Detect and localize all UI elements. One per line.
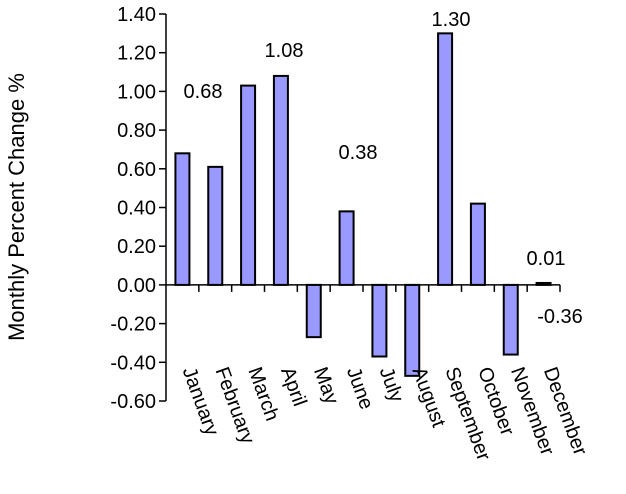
y-tick-label: -0.20 xyxy=(110,314,156,336)
x-tick-label: April xyxy=(276,364,310,409)
y-tick-label: 1.00 xyxy=(117,81,156,103)
data-label-june: 0.38 xyxy=(339,142,378,164)
data-label-december: 0.01 xyxy=(527,248,566,270)
x-tick-label: July xyxy=(375,364,408,405)
x-tick-label: June xyxy=(342,364,378,412)
y-tick-label: -0.60 xyxy=(110,391,156,413)
bar-october xyxy=(469,202,486,286)
data-label-november: -0.36 xyxy=(537,306,583,328)
y-tick-label: 0.80 xyxy=(117,120,156,142)
bars xyxy=(174,32,552,377)
data-label-january: 0.68 xyxy=(184,81,223,103)
y-axis-title: Monthly Percent Change % xyxy=(4,73,29,341)
bar-september xyxy=(437,32,454,286)
data-labels: 0.68 1.08 0.38 1.30 -0.36 0.01 xyxy=(184,9,583,328)
y-tick-label: 0.60 xyxy=(117,159,156,181)
y-tick-label: 1.40 xyxy=(117,4,156,26)
bar-february xyxy=(207,165,224,286)
y-tick-label: 0.40 xyxy=(117,198,156,220)
y-tick-label: 1.20 xyxy=(117,43,156,65)
bar-january xyxy=(174,152,191,286)
bar-july xyxy=(371,283,388,358)
y-axis-ticks: 1.40 1.20 1.00 0.80 0.60 0.40 0.20 0.00 -0.20 -0.… xyxy=(110,4,166,413)
y-tick-label: -0.40 xyxy=(110,352,156,374)
y-tick-label: 0.00 xyxy=(117,275,156,297)
y-tick-label: 0.20 xyxy=(117,236,156,258)
bar-april xyxy=(272,74,289,286)
bar-march xyxy=(240,84,257,286)
bar-june xyxy=(338,210,355,286)
bar-august xyxy=(404,283,421,377)
data-label-september: 1.30 xyxy=(432,9,471,31)
axes xyxy=(165,14,561,401)
bar-november xyxy=(502,283,519,356)
x-tick-label: May xyxy=(309,364,343,407)
data-label-april: 1.08 xyxy=(265,40,304,62)
bar-may xyxy=(305,283,322,339)
